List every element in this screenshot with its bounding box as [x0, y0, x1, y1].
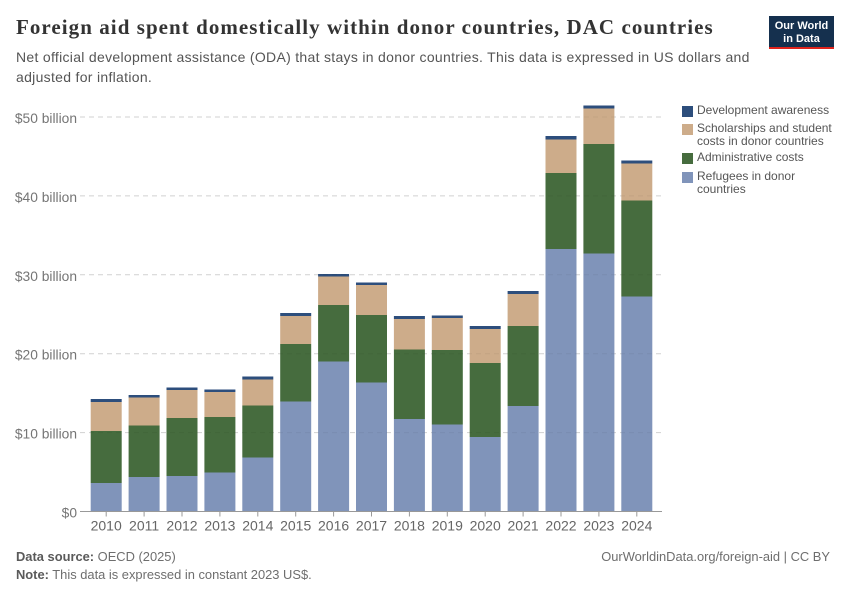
svg-text:2018: 2018 — [394, 518, 425, 534]
svg-text:$20 billion: $20 billion — [15, 348, 77, 363]
svg-text:$10 billion: $10 billion — [15, 427, 77, 442]
svg-text:2014: 2014 — [242, 518, 273, 534]
svg-text:2013: 2013 — [204, 518, 235, 534]
svg-text:2017: 2017 — [356, 518, 387, 534]
svg-text:2020: 2020 — [470, 518, 501, 534]
svg-text:2010: 2010 — [91, 518, 122, 534]
svg-text:2023: 2023 — [583, 518, 614, 534]
svg-text:$0: $0 — [62, 506, 78, 521]
svg-text:2012: 2012 — [166, 518, 197, 534]
svg-text:2019: 2019 — [432, 518, 463, 534]
svg-text:2011: 2011 — [129, 518, 159, 534]
svg-text:2021: 2021 — [508, 518, 539, 534]
svg-text:$40 billion: $40 billion — [15, 190, 77, 205]
svg-text:$50 billion: $50 billion — [15, 111, 77, 126]
svg-text:2016: 2016 — [318, 518, 349, 534]
svg-text:2022: 2022 — [545, 518, 576, 534]
svg-text:2015: 2015 — [280, 518, 311, 534]
svg-text:$30 billion: $30 billion — [15, 269, 77, 284]
svg-text:2024: 2024 — [621, 518, 652, 534]
